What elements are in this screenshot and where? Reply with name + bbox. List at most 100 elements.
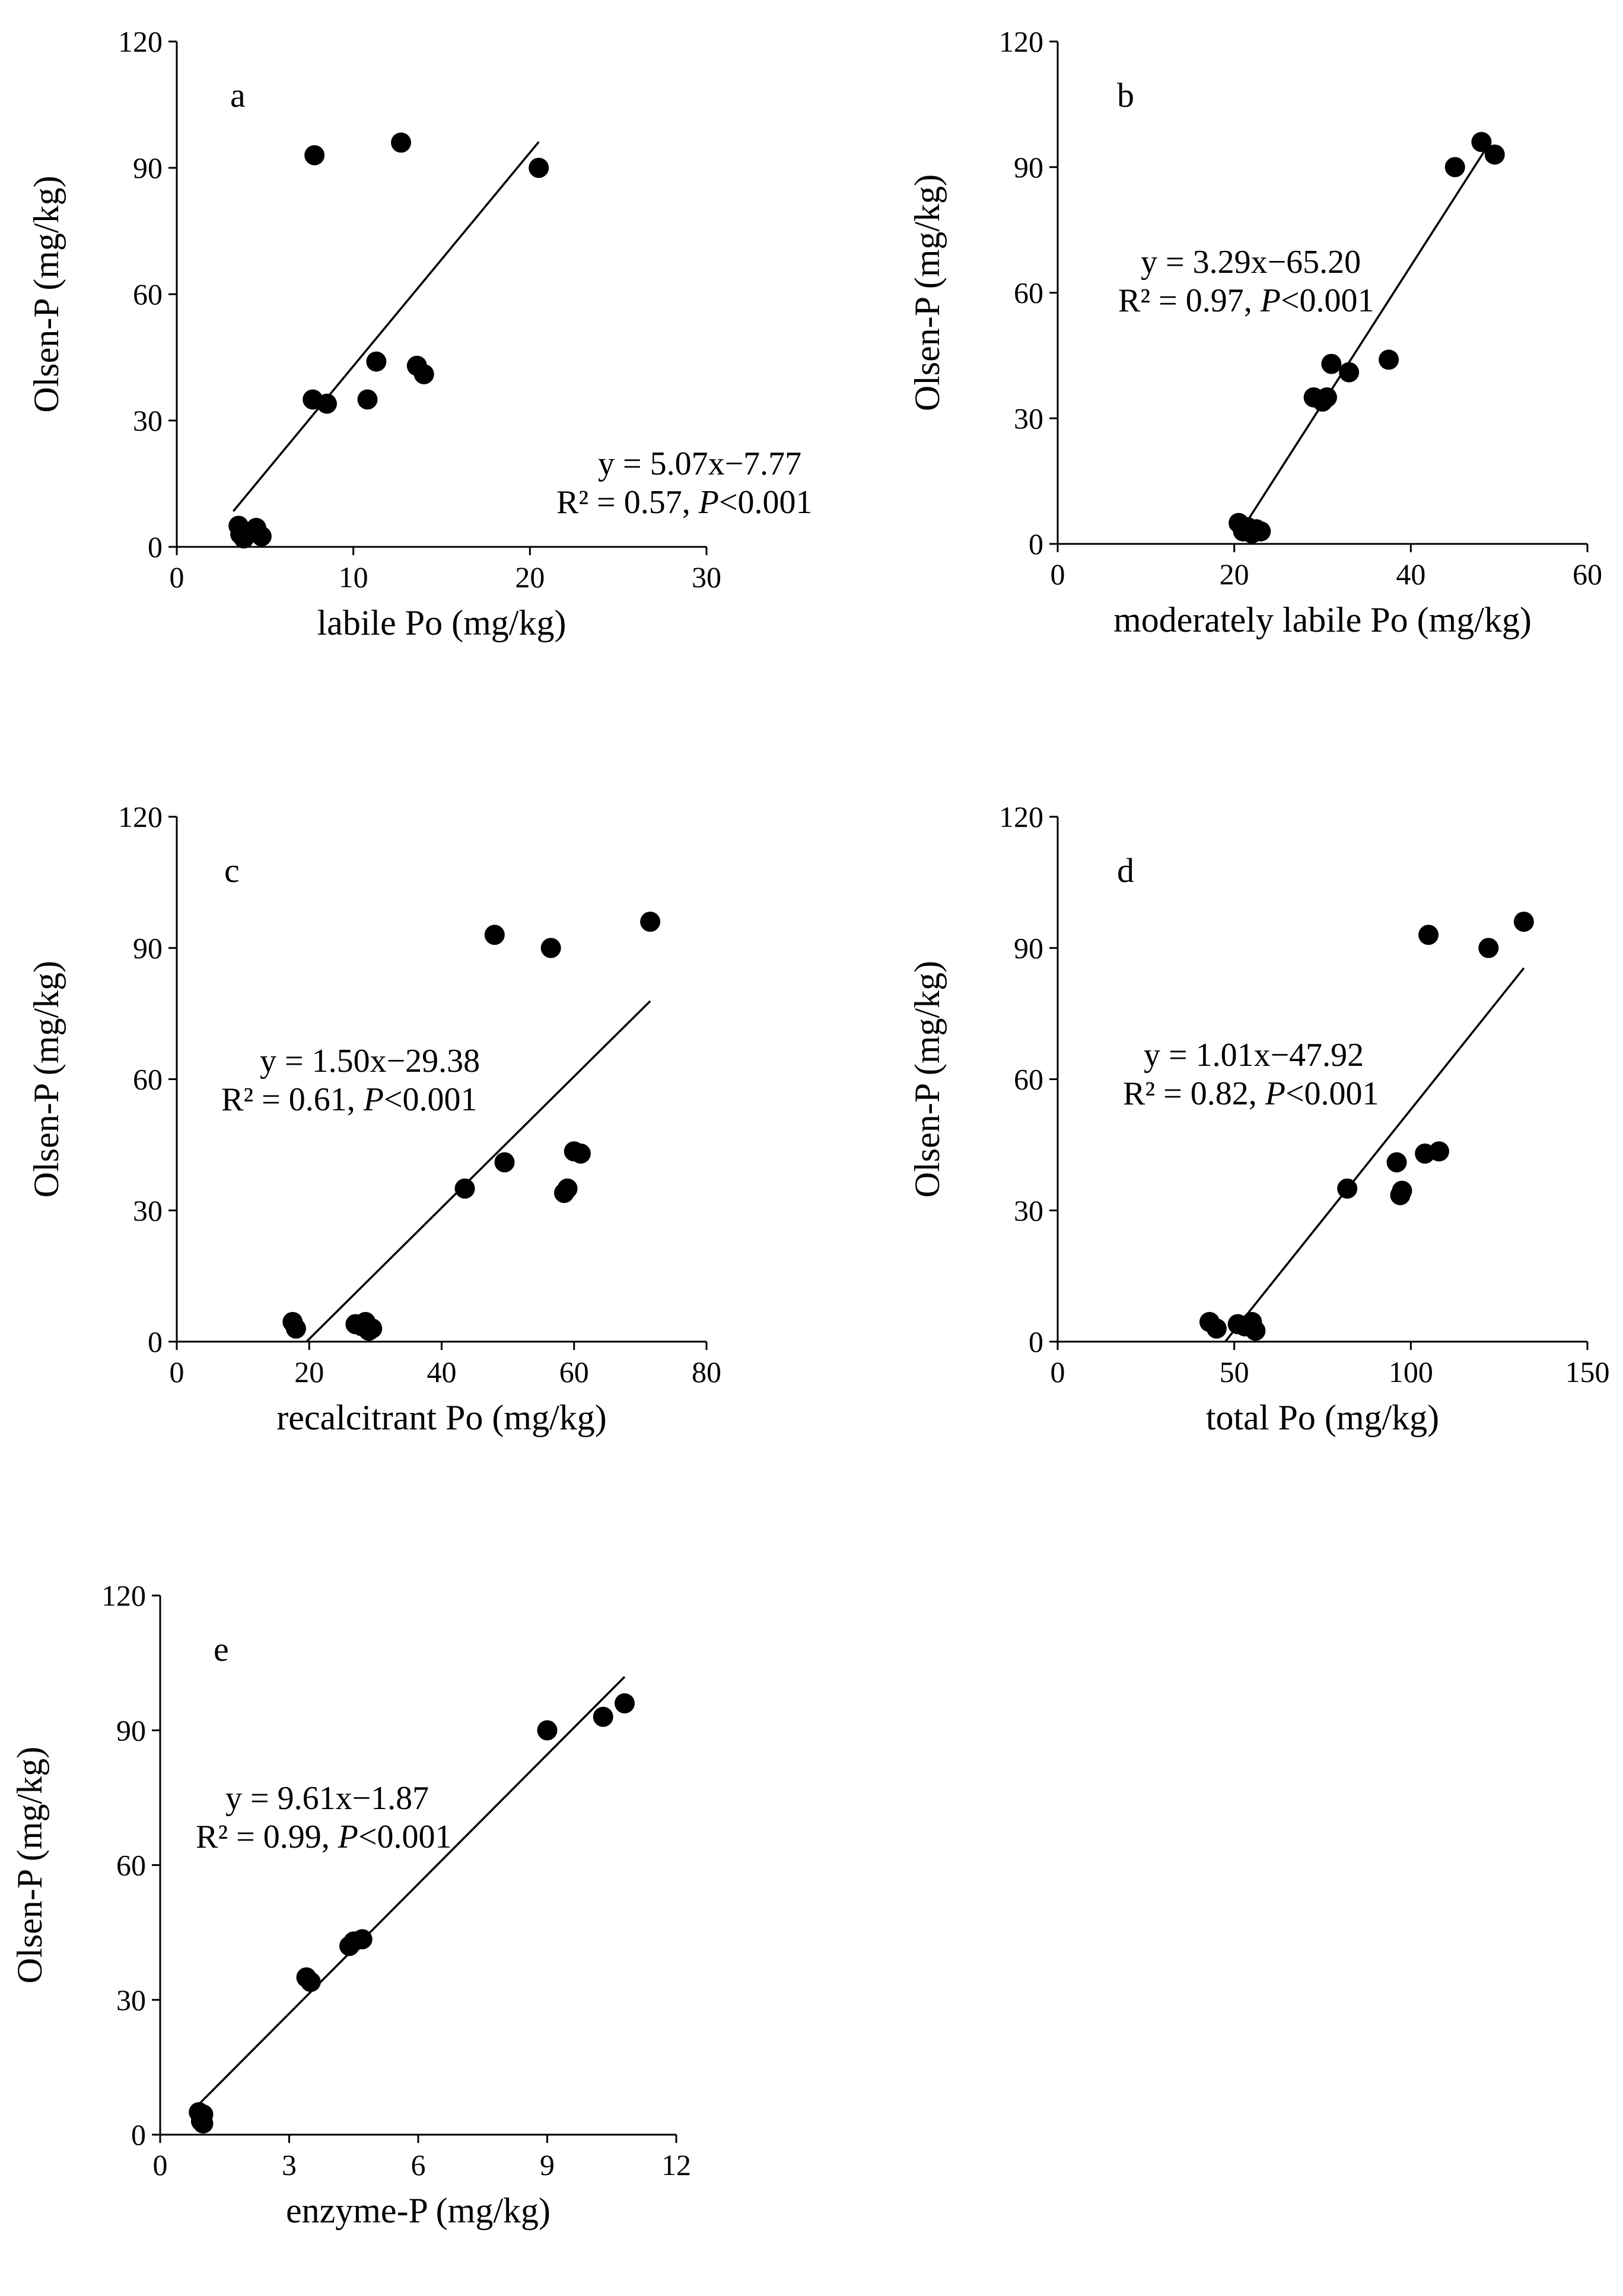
- p-value: <0.001: [384, 1081, 478, 1118]
- panel-c: 0 20 40 60 80 0 30 60 90 120 recalcitrant Po (mg/k…: [27, 800, 721, 1437]
- x-axis-label: recalcitrant Po (mg/kg): [276, 1398, 606, 1437]
- regression-line: [1242, 141, 1491, 528]
- x-tick-label: 0: [1051, 558, 1065, 591]
- x-tick-label: 100: [1389, 1355, 1433, 1389]
- y-tick-label: 60: [133, 1063, 163, 1096]
- y-axis-label: Olsen-P (mg/kg): [10, 1747, 49, 1983]
- regression-equation: y = 9.61x−1.87: [225, 1780, 429, 1817]
- y-tick-label: 0: [148, 1325, 163, 1358]
- data-point: [1484, 144, 1505, 165]
- y-tick-label: 90: [133, 931, 163, 964]
- x-tick-label: 0: [170, 1355, 184, 1389]
- panel-a: 0 10 20 30 0 30 60 90 120 labile Po (mg/kg) Olsen-…: [27, 25, 813, 642]
- x-tick-label: 50: [1220, 1355, 1249, 1389]
- x-axis-label: enzyme-P (mg/kg): [286, 2191, 550, 2230]
- data-point: [593, 1706, 613, 1727]
- x-tick-label: 0: [170, 561, 184, 594]
- y-axis-label: Olsen-P (mg/kg): [908, 174, 947, 411]
- y-tick-label: 120: [118, 25, 163, 58]
- data-point: [1321, 354, 1342, 374]
- data-point: [529, 158, 549, 178]
- regression-line: [232, 141, 540, 512]
- p-symbol: P: [338, 1819, 358, 1855]
- x-tick-label: 20: [515, 561, 545, 594]
- data-point: [251, 526, 272, 547]
- panel-letter: a: [230, 76, 246, 114]
- data-point: [317, 393, 338, 414]
- data-point: [304, 145, 325, 165]
- data-point: [1428, 1141, 1449, 1162]
- panel-d: 0 50 100 150 0 30 60 90 120 total Po (mg/kg) Olsen…: [908, 800, 1610, 1437]
- panel-letter: e: [214, 1630, 229, 1668]
- x-tick-label: 3: [282, 2148, 297, 2182]
- x-tick-label: 9: [540, 2148, 555, 2182]
- data-point: [1379, 349, 1399, 370]
- r-squared-text: R² = 0.61, P<0.001: [221, 1081, 478, 1118]
- r-squared-value: R² = 0.97,: [1118, 282, 1252, 319]
- y-axis-label: Olsen-P (mg/kg): [27, 176, 66, 412]
- data-point: [557, 1178, 578, 1199]
- y-tick-label: 120: [101, 1579, 146, 1612]
- x-tick-label: 12: [661, 2148, 691, 2182]
- x-tick-label: 40: [427, 1355, 457, 1389]
- data-point: [1250, 521, 1271, 542]
- data-point: [366, 351, 387, 372]
- x-tick-label: 60: [1573, 558, 1602, 591]
- x-axis-label: total Po (mg/kg): [1206, 1398, 1439, 1437]
- data-point: [357, 389, 378, 410]
- regression-equation: y = 3.29x−65.20: [1141, 244, 1361, 281]
- p-value: <0.001: [1281, 282, 1374, 319]
- p-symbol: P: [698, 484, 719, 521]
- y-tick-label: 90: [1014, 931, 1043, 964]
- y-tick-label: 30: [133, 404, 163, 437]
- data-point: [640, 912, 661, 932]
- p-value: <0.001: [1285, 1075, 1379, 1112]
- data-point: [1337, 1178, 1358, 1199]
- data-point: [1444, 157, 1465, 177]
- x-tick-label: 20: [1220, 558, 1249, 591]
- y-tick-label: 90: [1014, 151, 1043, 184]
- data-point: [570, 1143, 591, 1164]
- panel-letter: b: [1117, 76, 1134, 114]
- r-squared-value: R² = 0.99,: [196, 1819, 330, 1855]
- data-point: [300, 1972, 321, 1992]
- y-tick-label: 0: [131, 2118, 146, 2151]
- data-point: [1418, 925, 1439, 945]
- data-point: [494, 1152, 515, 1173]
- x-tick-label: 40: [1396, 558, 1425, 591]
- data-point: [1392, 1180, 1412, 1201]
- y-tick-label: 120: [999, 800, 1043, 833]
- y-axis-label: Olsen-P (mg/kg): [908, 961, 947, 1198]
- y-axis-label: Olsen-P (mg/kg): [27, 961, 66, 1198]
- x-tick-label: 20: [294, 1355, 324, 1389]
- y-tick-label: 0: [148, 530, 163, 563]
- panel-letter: d: [1117, 851, 1134, 890]
- panel-letter: c: [224, 851, 240, 890]
- p-symbol: P: [363, 1081, 384, 1118]
- regression-equation: y = 5.07x−7.77: [598, 445, 801, 482]
- y-tick-label: 120: [118, 800, 163, 833]
- x-tick-label: 6: [411, 2148, 426, 2182]
- y-tick-label: 60: [1014, 276, 1043, 310]
- data-point: [413, 364, 434, 384]
- panel-b: 0 20 40 60 0 30 60 90 120 moderately labile Po (m…: [908, 25, 1602, 639]
- data-point: [615, 1693, 635, 1714]
- x-axis-label: labile Po (mg/kg): [317, 603, 567, 642]
- y-tick-label: 0: [1029, 527, 1043, 561]
- y-tick-label: 0: [1029, 1325, 1043, 1358]
- data-point: [352, 1929, 373, 1950]
- y-tick-label: 90: [116, 1714, 146, 1747]
- regression-line: [1224, 967, 1525, 1342]
- p-symbol: P: [1265, 1075, 1285, 1112]
- data-point: [1316, 387, 1337, 407]
- r-squared-text: R² = 0.99, P<0.001: [196, 1819, 452, 1855]
- y-tick-label: 30: [116, 1983, 146, 2017]
- data-point: [1386, 1152, 1407, 1173]
- x-tick-label: 0: [153, 2148, 168, 2182]
- p-value: <0.001: [719, 484, 813, 521]
- data-point: [1478, 938, 1499, 958]
- y-tick-label: 90: [133, 151, 163, 184]
- r-squared-text: R² = 0.57, P<0.001: [556, 484, 813, 521]
- p-value: <0.001: [358, 1819, 452, 1855]
